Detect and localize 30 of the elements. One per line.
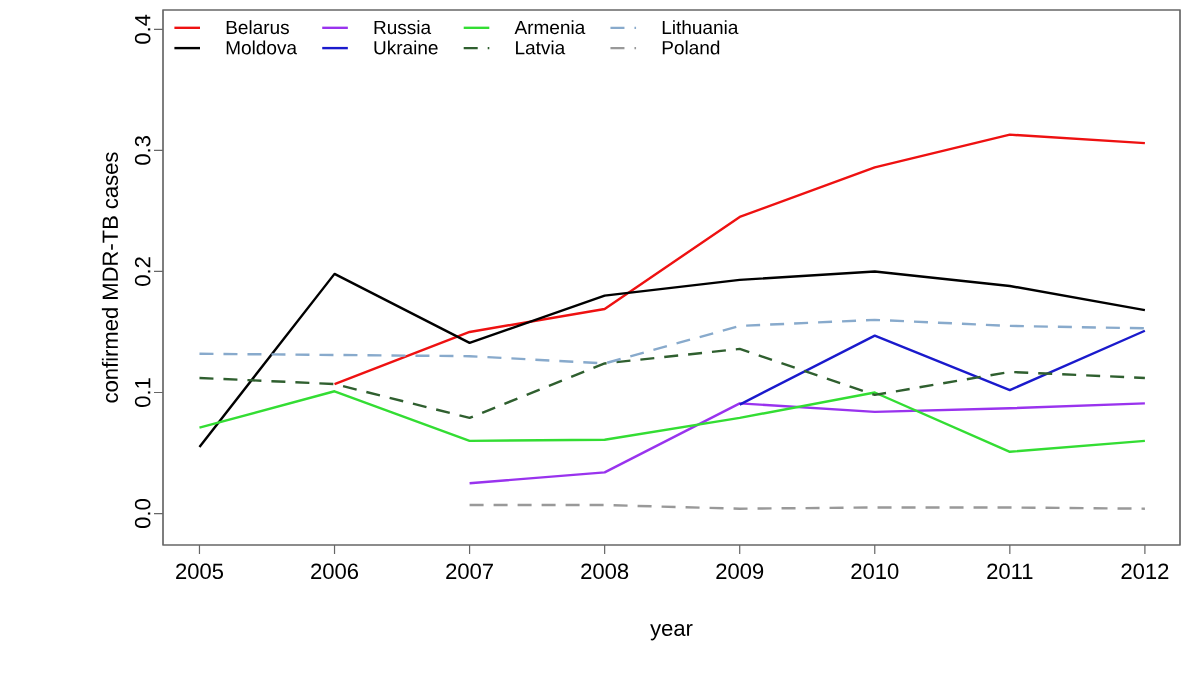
- x-axis-title: year: [650, 623, 693, 641]
- line-series: [468, 402, 1147, 485]
- y-tick-label: 0.0: [134, 499, 151, 528]
- x-tick-label: 2007: [446, 563, 493, 580]
- x-tick-label: 2011: [987, 563, 1033, 580]
- y-tick-label: 0.4: [134, 14, 151, 44]
- line-series: [198, 270, 1147, 449]
- line-series: [198, 390, 1147, 453]
- x-tick-label: 2005: [176, 563, 223, 580]
- x-tick-label: 2010: [851, 563, 899, 580]
- line-series: [333, 133, 1147, 386]
- x-tick-label: 2009: [716, 563, 764, 580]
- legend-label: Moldova: [226, 40, 298, 55]
- legend-label: Latvia: [516, 40, 566, 55]
- line-series: [198, 347, 1147, 420]
- legend-label: Armenia: [514, 20, 586, 35]
- legend-label: Russia: [374, 20, 432, 35]
- y-tick-label: 0.1: [134, 378, 151, 407]
- y-axis-title: confirmed MDR-TB cases: [101, 152, 119, 403]
- y-tick-label: 0.2: [134, 257, 151, 286]
- x-tick-label: 2012: [1121, 563, 1169, 580]
- y-tick-label: 0.3: [134, 136, 151, 165]
- legend-label: Ukraine: [374, 40, 438, 55]
- legend-label: Belarus: [226, 20, 289, 35]
- line-series: [198, 318, 1147, 365]
- x-tick-label: 2008: [581, 563, 629, 580]
- legend-label: Lithuania: [662, 20, 739, 35]
- line-series: [738, 329, 1147, 406]
- x-tick-label: 2006: [311, 563, 359, 580]
- legend-label: Poland: [662, 40, 720, 55]
